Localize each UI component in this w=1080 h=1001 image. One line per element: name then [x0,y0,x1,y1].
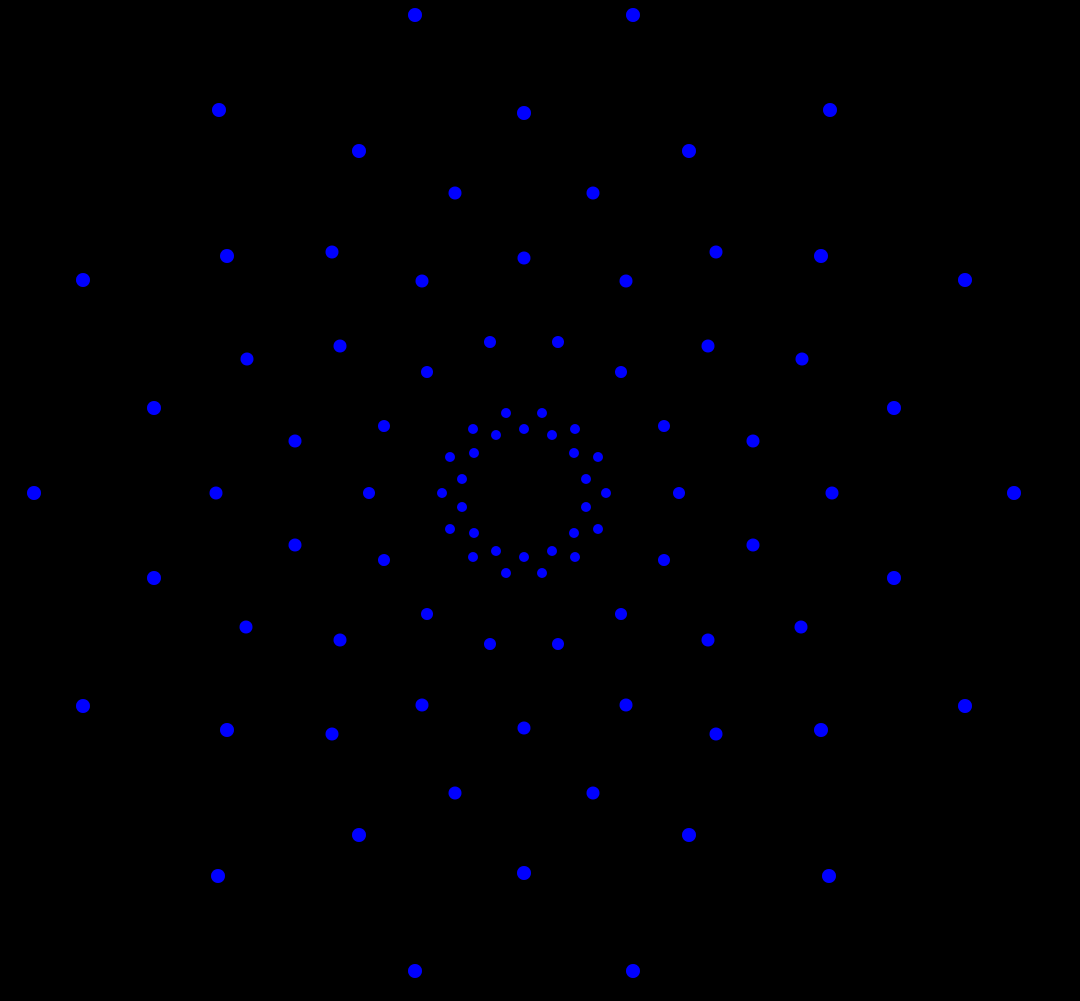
dot [569,528,579,538]
dot [457,474,467,484]
dot [491,546,501,556]
dot [468,424,478,434]
dot [147,401,161,415]
dot [334,340,347,353]
dot [958,273,972,287]
dot [501,408,511,418]
dot [363,487,375,499]
dot [626,964,640,978]
dot [408,964,422,978]
dot [484,638,496,650]
dot [619,275,632,288]
dot [552,336,564,348]
dot [76,273,90,287]
dot [1007,486,1021,500]
dot [601,488,611,498]
dot [569,448,579,458]
dot [27,486,41,500]
dot [325,246,338,259]
dot [547,430,557,440]
dot [615,366,627,378]
dot [76,699,90,713]
dot [710,246,723,259]
dot [682,144,696,158]
dot [795,353,808,366]
dot [416,698,429,711]
dot [581,474,591,484]
dot [484,336,496,348]
dot [445,524,455,534]
dot [887,571,901,585]
dot [682,828,696,842]
dot [581,502,591,512]
dot [826,487,839,500]
dot [352,144,366,158]
dot [288,539,301,552]
dot [325,727,338,740]
dot [469,528,479,538]
dot [710,727,723,740]
dot [421,608,433,620]
dot [586,787,599,800]
dot [537,568,547,578]
dot [220,723,234,737]
dot [449,787,462,800]
dot [537,408,547,418]
dot [457,502,467,512]
dot [658,554,670,566]
dot [701,340,714,353]
dot [570,424,580,434]
dot [814,249,828,263]
dot [823,103,837,117]
dot [378,554,390,566]
dot [449,186,462,199]
dot [518,722,531,735]
dot [747,434,760,447]
dot [220,249,234,263]
dot [352,828,366,842]
dot [822,869,836,883]
dot [795,620,808,633]
dot [552,638,564,650]
dot [416,275,429,288]
dot [518,252,531,265]
dot [519,424,529,434]
dot [593,524,603,534]
dot [469,448,479,458]
dot [958,699,972,713]
dot [619,698,632,711]
dot [445,452,455,462]
dot [288,434,301,447]
dot [586,186,599,199]
dot [240,620,253,633]
dot [240,353,253,366]
radial-dot-diagram [0,0,1080,1001]
dot [547,546,557,556]
dot [147,571,161,585]
dot [334,633,347,646]
dot [887,401,901,415]
dot [210,486,223,499]
dot [491,430,501,440]
dot [408,8,422,22]
dot [211,869,225,883]
dot [626,8,640,22]
dot [517,866,531,880]
dot [658,420,670,432]
dot [593,452,603,462]
dot [814,723,828,737]
dot [501,568,511,578]
dot [517,106,531,120]
dot [519,552,529,562]
dot [437,488,447,498]
dot [468,552,478,562]
dot [212,103,226,117]
dot [378,420,390,432]
dot [615,608,627,620]
dot [747,539,760,552]
dot [570,552,580,562]
dot [701,633,714,646]
dot [673,487,685,499]
dot [421,366,433,378]
